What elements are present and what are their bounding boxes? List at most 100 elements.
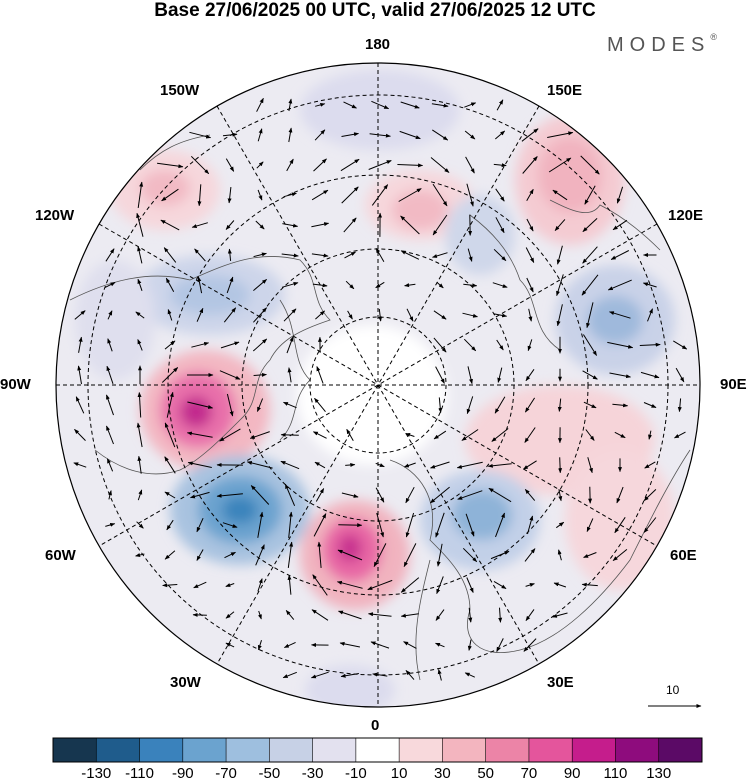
wind-arrow [314, 461, 326, 469]
wind-arrow [464, 130, 476, 140]
wind-arrow [312, 574, 328, 596]
wind-arrow [311, 609, 329, 621]
wind-arrow [643, 517, 657, 533]
wind-arrow [582, 334, 598, 356]
wind-arrow [161, 367, 179, 383]
wind-arrow [164, 422, 176, 448]
wind-arrow [464, 672, 476, 678]
wind-arrow [157, 162, 184, 169]
wind-arrow [490, 550, 510, 560]
wind-arrow [397, 163, 424, 168]
colorbar-tick-label: 70 [520, 765, 538, 782]
colorbar-tick-label: -90 [171, 765, 194, 782]
colorbar-tick-label: 130 [646, 765, 672, 782]
wind-arrow [547, 131, 574, 138]
lon-label-60w: 60W [45, 547, 76, 564]
wind-arrow [581, 274, 599, 296]
wind-arrow [257, 511, 264, 538]
wind-arrow [552, 189, 568, 201]
wind-arrow [526, 188, 534, 201]
wind-arrow [491, 428, 509, 442]
wind-arrow [336, 580, 363, 589]
wind-arrow [283, 641, 296, 649]
wind-arrow [610, 250, 630, 260]
wind-arrow [464, 102, 477, 108]
wind-arrow [371, 100, 390, 110]
wind-arrow [312, 283, 328, 288]
wind-arrow [493, 163, 507, 168]
wind-arrow [227, 248, 232, 261]
wind-arrow [432, 252, 448, 258]
wind-arrow [345, 462, 356, 467]
lon-label-30w: 30W [170, 674, 201, 691]
lon-label-120w: 120W [35, 207, 75, 224]
wind-arrow [640, 371, 660, 379]
wind-arrow [282, 223, 299, 228]
colorbar-swatch [182, 738, 227, 762]
colorbar-swatch [53, 738, 97, 762]
wind-arrow [164, 456, 176, 474]
wind-arrow [375, 247, 385, 262]
wind-arrow [585, 429, 595, 441]
wind-arrow [607, 341, 634, 349]
brand-logo: MODES® [607, 32, 717, 56]
wind-arrow [609, 311, 631, 319]
wind-arrow [280, 460, 300, 470]
wind-arrow [284, 483, 296, 506]
wind-arrow [582, 246, 598, 264]
wind-arrow [344, 251, 356, 259]
wind-arrow [430, 157, 450, 173]
wind-arrow [368, 612, 392, 617]
wind-arrow [523, 638, 537, 652]
wind-arrow [525, 583, 535, 587]
wind-arrow [106, 365, 114, 384]
colorbar-tick-label: -110 [125, 765, 154, 782]
wind-arrow [496, 638, 504, 653]
wind-arrow [375, 462, 385, 468]
wind-arrow [493, 580, 507, 590]
wind-arrow [432, 214, 448, 236]
wind-arrow [400, 101, 420, 109]
wind-arrow [465, 156, 475, 174]
wind-arrow [466, 183, 474, 207]
wind-arrow [106, 394, 114, 416]
wind-vectors [73, 97, 688, 681]
colorbar-swatch [572, 738, 616, 762]
colorbar-swatch [139, 738, 184, 762]
colorbar-swatch [528, 738, 573, 762]
wind-arrow [253, 252, 267, 258]
wind-arrow [403, 462, 416, 468]
wind-arrow [436, 543, 443, 567]
wind-arrow [522, 460, 537, 470]
wind-arrow [612, 403, 629, 408]
colorbar [52, 737, 703, 763]
wind-arrow [187, 461, 212, 468]
wind-arrow [340, 673, 359, 678]
wind-arrow [223, 307, 237, 323]
lon-label-60e: 60E [670, 547, 697, 564]
wind-arrow [648, 430, 652, 440]
wind-arrow [281, 282, 299, 288]
wind-arrow [582, 218, 598, 232]
colorbar-tick-label: -130 [81, 765, 112, 782]
wind-arrow [222, 132, 238, 137]
wind-arrow [257, 189, 263, 201]
wind-arrow [108, 490, 112, 500]
wind-arrow [340, 158, 360, 172]
wind-arrow [556, 521, 565, 529]
colorbar-tick-label: 90 [563, 765, 581, 782]
wind-arrow [160, 219, 180, 231]
wind-arrow [463, 338, 477, 352]
wind-arrow [345, 280, 355, 290]
wind-arrow [315, 310, 325, 320]
wind-arrow [163, 247, 177, 263]
wind-arrow [222, 522, 238, 528]
wind-arrow [552, 612, 568, 618]
wind-arrow [104, 281, 116, 289]
lon-label-120e: 120E [668, 207, 704, 224]
lon-label-30e: 30E [547, 674, 574, 691]
wind-arrow [167, 309, 173, 321]
wind-arrow [137, 246, 143, 264]
wind-arrow [253, 372, 267, 377]
lon-label-150e: 150E [547, 82, 583, 99]
